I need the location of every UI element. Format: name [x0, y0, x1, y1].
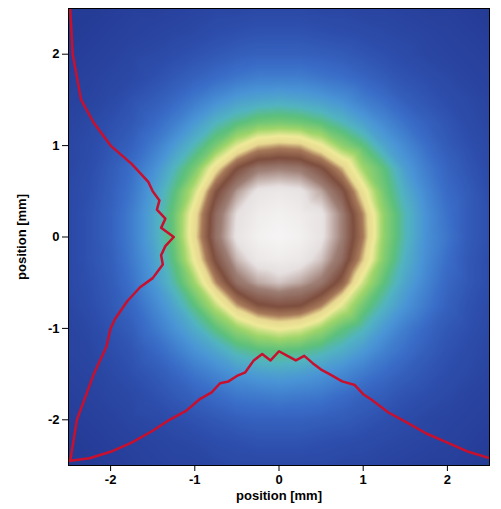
svg-text:2: 2 [444, 472, 451, 487]
svg-text:-1: -1 [189, 472, 201, 487]
svg-text:0: 0 [52, 229, 59, 244]
svg-text:1: 1 [52, 138, 59, 153]
svg-text:-2: -2 [48, 412, 60, 427]
svg-text:1: 1 [360, 472, 367, 487]
svg-text:0: 0 [275, 472, 282, 487]
svg-text:position [mm]: position [mm] [236, 488, 322, 503]
svg-text:-1: -1 [48, 321, 60, 336]
svg-text:2: 2 [52, 46, 59, 61]
svg-text:position [mm]: position [mm] [14, 194, 29, 280]
svg-text:-2: -2 [105, 472, 117, 487]
